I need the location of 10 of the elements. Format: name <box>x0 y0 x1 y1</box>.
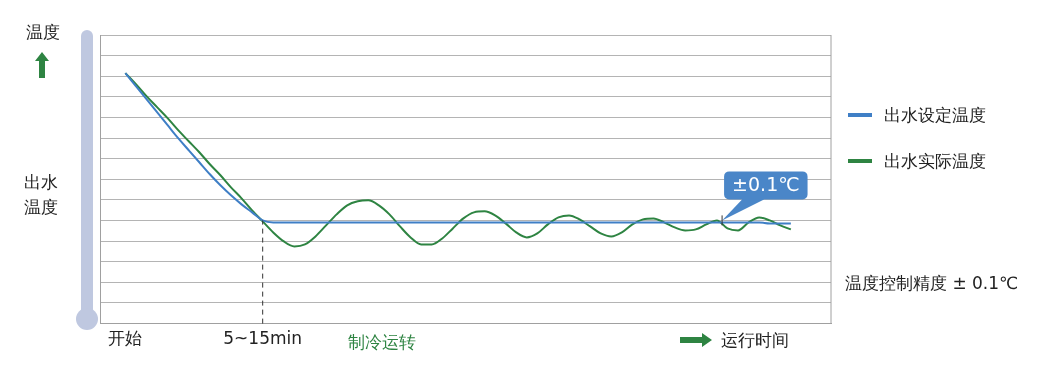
text: 温度控制精度 ± 0.1℃ <box>845 272 1019 295</box>
annotation: ±0.1℃ <box>732 173 800 196</box>
text: 出水温度 <box>24 171 59 219</box>
legend-label: 出水实际温度 <box>884 149 986 173</box>
y-axis-title: 温度 <box>26 21 60 44</box>
x-tick-label: 5~15min <box>223 328 303 349</box>
x-axis-title: 运行时间 <box>721 329 789 352</box>
text: 制冷运转 <box>348 331 416 354</box>
legend-label: 出水设定温度 <box>884 103 986 127</box>
x-tick-label: 开始 <box>108 328 143 349</box>
